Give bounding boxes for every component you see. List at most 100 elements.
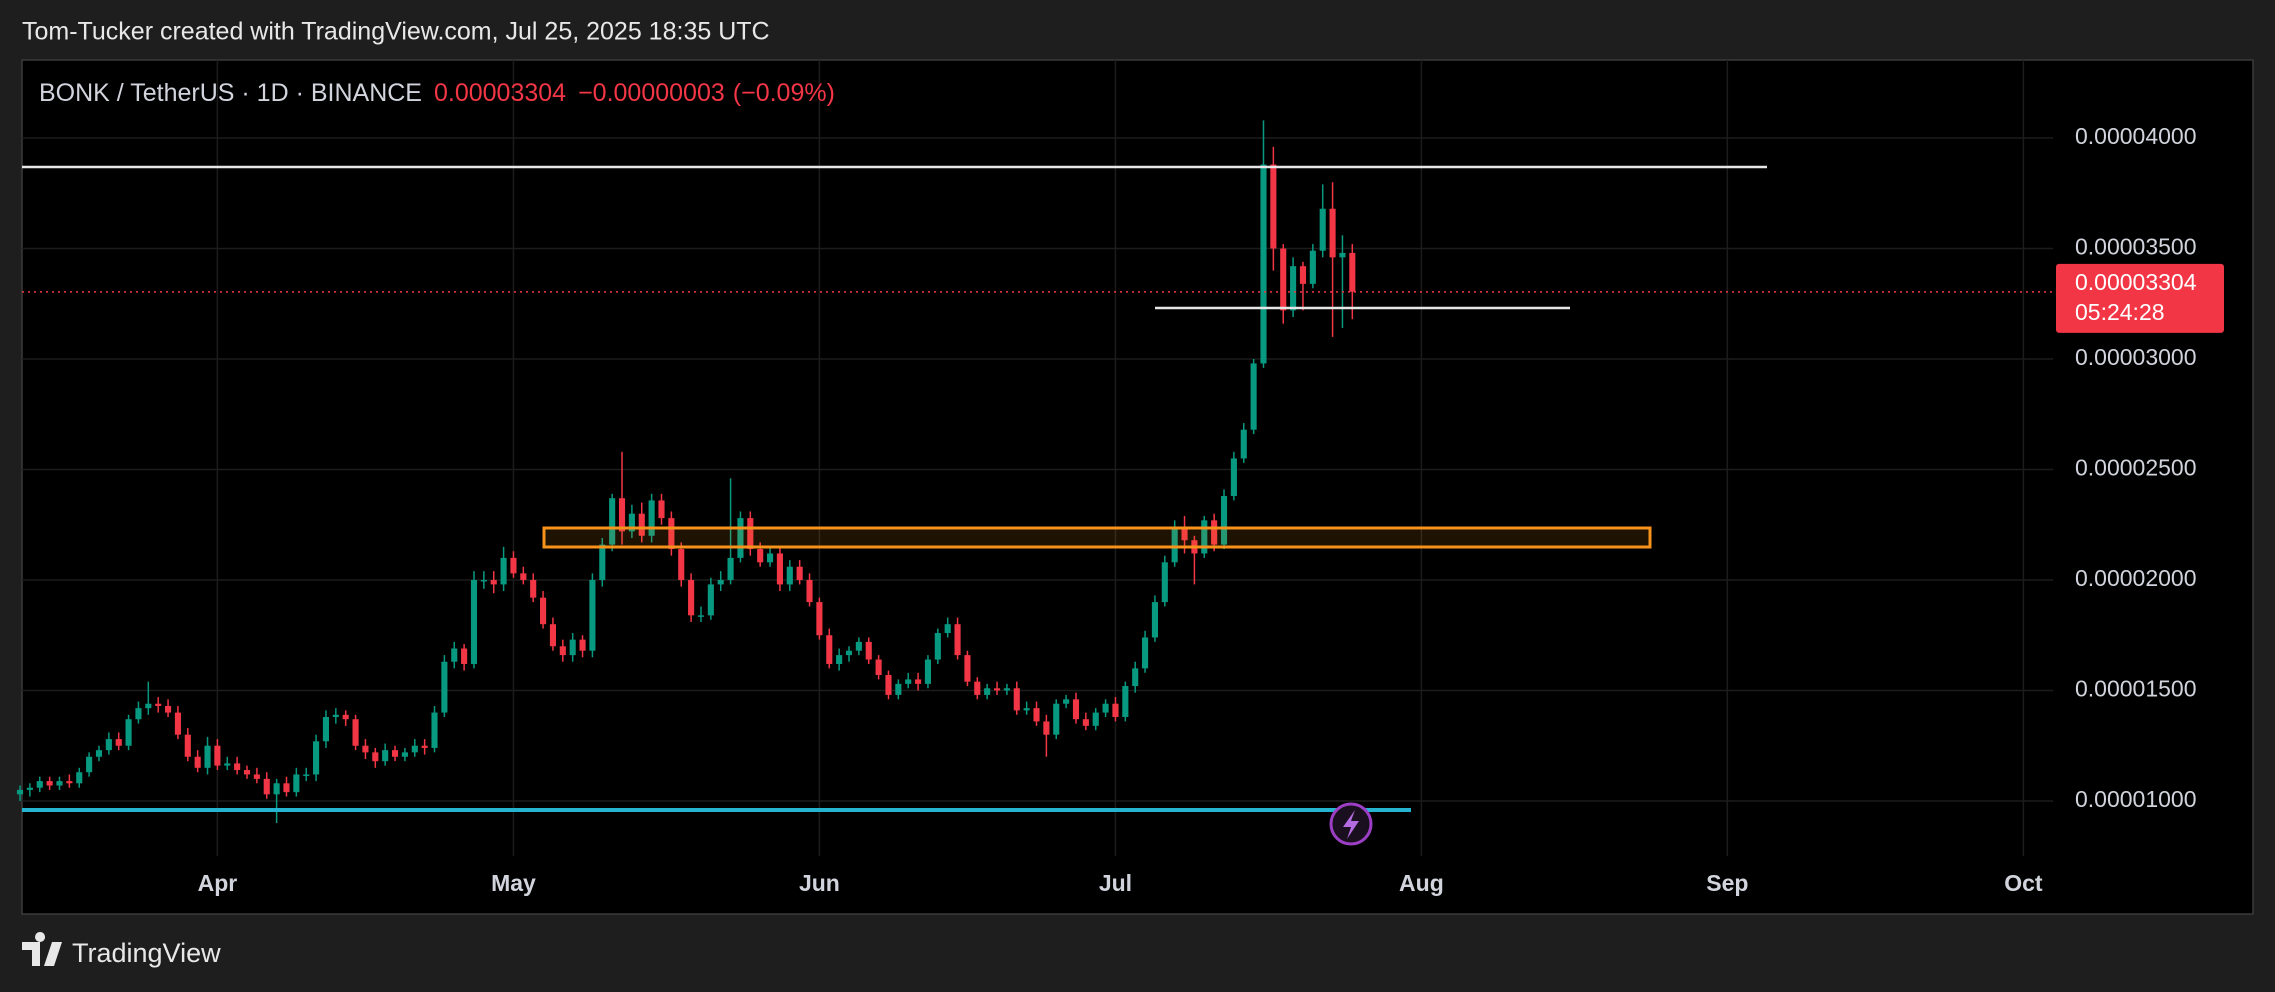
candle-body [747,518,754,550]
x-tick-label: Aug [1399,870,1444,896]
change-pct: (−0.09%) [733,79,835,107]
brand: TradingView [72,938,221,968]
x-tick-label: May [491,870,536,896]
candle-body [875,659,882,676]
y-tick-label: 0.00001000 [2075,786,2197,812]
price-tag [2056,263,2224,333]
candle-body [845,650,853,656]
candle-body [1319,208,1326,251]
change: −0.00000003 [578,79,725,107]
y-tick-label: 0.00002500 [2075,455,2197,481]
candle-body [303,774,310,776]
candle-body [934,633,941,660]
candle-body [1023,708,1030,711]
y-tick-label: 0.00003000 [2075,344,2197,370]
candle-body [707,584,714,616]
candle-body [105,739,112,751]
candle-body [214,745,221,766]
candle-body [441,661,448,713]
candle-body [174,712,181,735]
candle-body [766,553,774,563]
candle-body [737,518,744,558]
bolt [1343,810,1359,839]
candle-body [470,579,478,664]
candle-body [421,745,428,748]
candle-body [293,774,300,793]
candle-body [1171,526,1178,563]
grid [22,60,2053,856]
candle-body [86,756,93,773]
candle-body [1270,164,1277,249]
candle-body [559,646,566,656]
candle-body [125,719,132,746]
candle-body [1309,250,1316,284]
candle-body [461,648,468,664]
x-tick-label: Apr [198,870,238,896]
candle-body [26,787,33,790]
x-tick-label: Jun [799,870,840,896]
candle-body [786,566,793,585]
candle-body [1033,708,1040,722]
candle-body [322,716,330,742]
candle-body [352,719,359,746]
candle-body [984,688,991,695]
chart-panel [21,59,2254,915]
candle-body [1053,703,1060,735]
candle-body [46,781,53,786]
y-tick-label: 0.00001500 [2075,676,2197,702]
candle-body [224,763,231,766]
candle-body [727,557,734,580]
candle-body [658,500,665,519]
candle-body [332,714,339,717]
x-tick-label: Jul [1099,870,1132,896]
candle-body [885,675,892,695]
candle-body [865,641,872,660]
candle-body [135,708,142,720]
candle-body [836,655,843,664]
candle-body [915,679,922,684]
candle-body [490,579,497,585]
candle-body [520,573,527,580]
candle-body [1339,252,1346,258]
candle-body [1043,721,1050,735]
drawings [22,165,1767,846]
candle-body [549,624,557,647]
candle-body [717,579,724,585]
candle-body [826,635,833,664]
candle-body [283,783,290,793]
candle-body [115,739,122,746]
logo: TradingView [22,932,221,968]
candle-body [1181,526,1188,541]
candle-body [184,734,191,757]
candle-body [362,745,369,753]
logo-mark [22,932,62,966]
candle-body [263,778,270,795]
candle-body [1063,699,1070,704]
y-tick-label: 0.00002000 [2075,565,2197,591]
candle-body [609,498,616,545]
candle-body [1250,363,1257,430]
candle-body [204,745,211,768]
candle-body [451,648,458,662]
candle-body [1349,252,1356,292]
candle-body [540,597,547,625]
candle-body [1280,248,1287,311]
candle-body [599,544,606,580]
candle-body [905,679,912,684]
candle-body [342,714,349,720]
candle-body [1161,562,1168,603]
y-tick-label: 0.00003500 [2075,234,2197,260]
candle-body [628,513,635,532]
candle-body [480,579,487,582]
candle-body [431,712,438,748]
caption: Tom-Tucker created with TradingView.com,… [22,18,770,46]
candles [16,120,1356,824]
price-tag-countdown: 05:24:28 [2075,299,2165,325]
candle-body [1132,668,1139,687]
candle-body [678,549,685,580]
candle-body [618,498,626,532]
candle-body [76,772,83,784]
candle-body [1142,637,1149,669]
candle-body [806,579,813,603]
candle-body [1220,496,1228,545]
